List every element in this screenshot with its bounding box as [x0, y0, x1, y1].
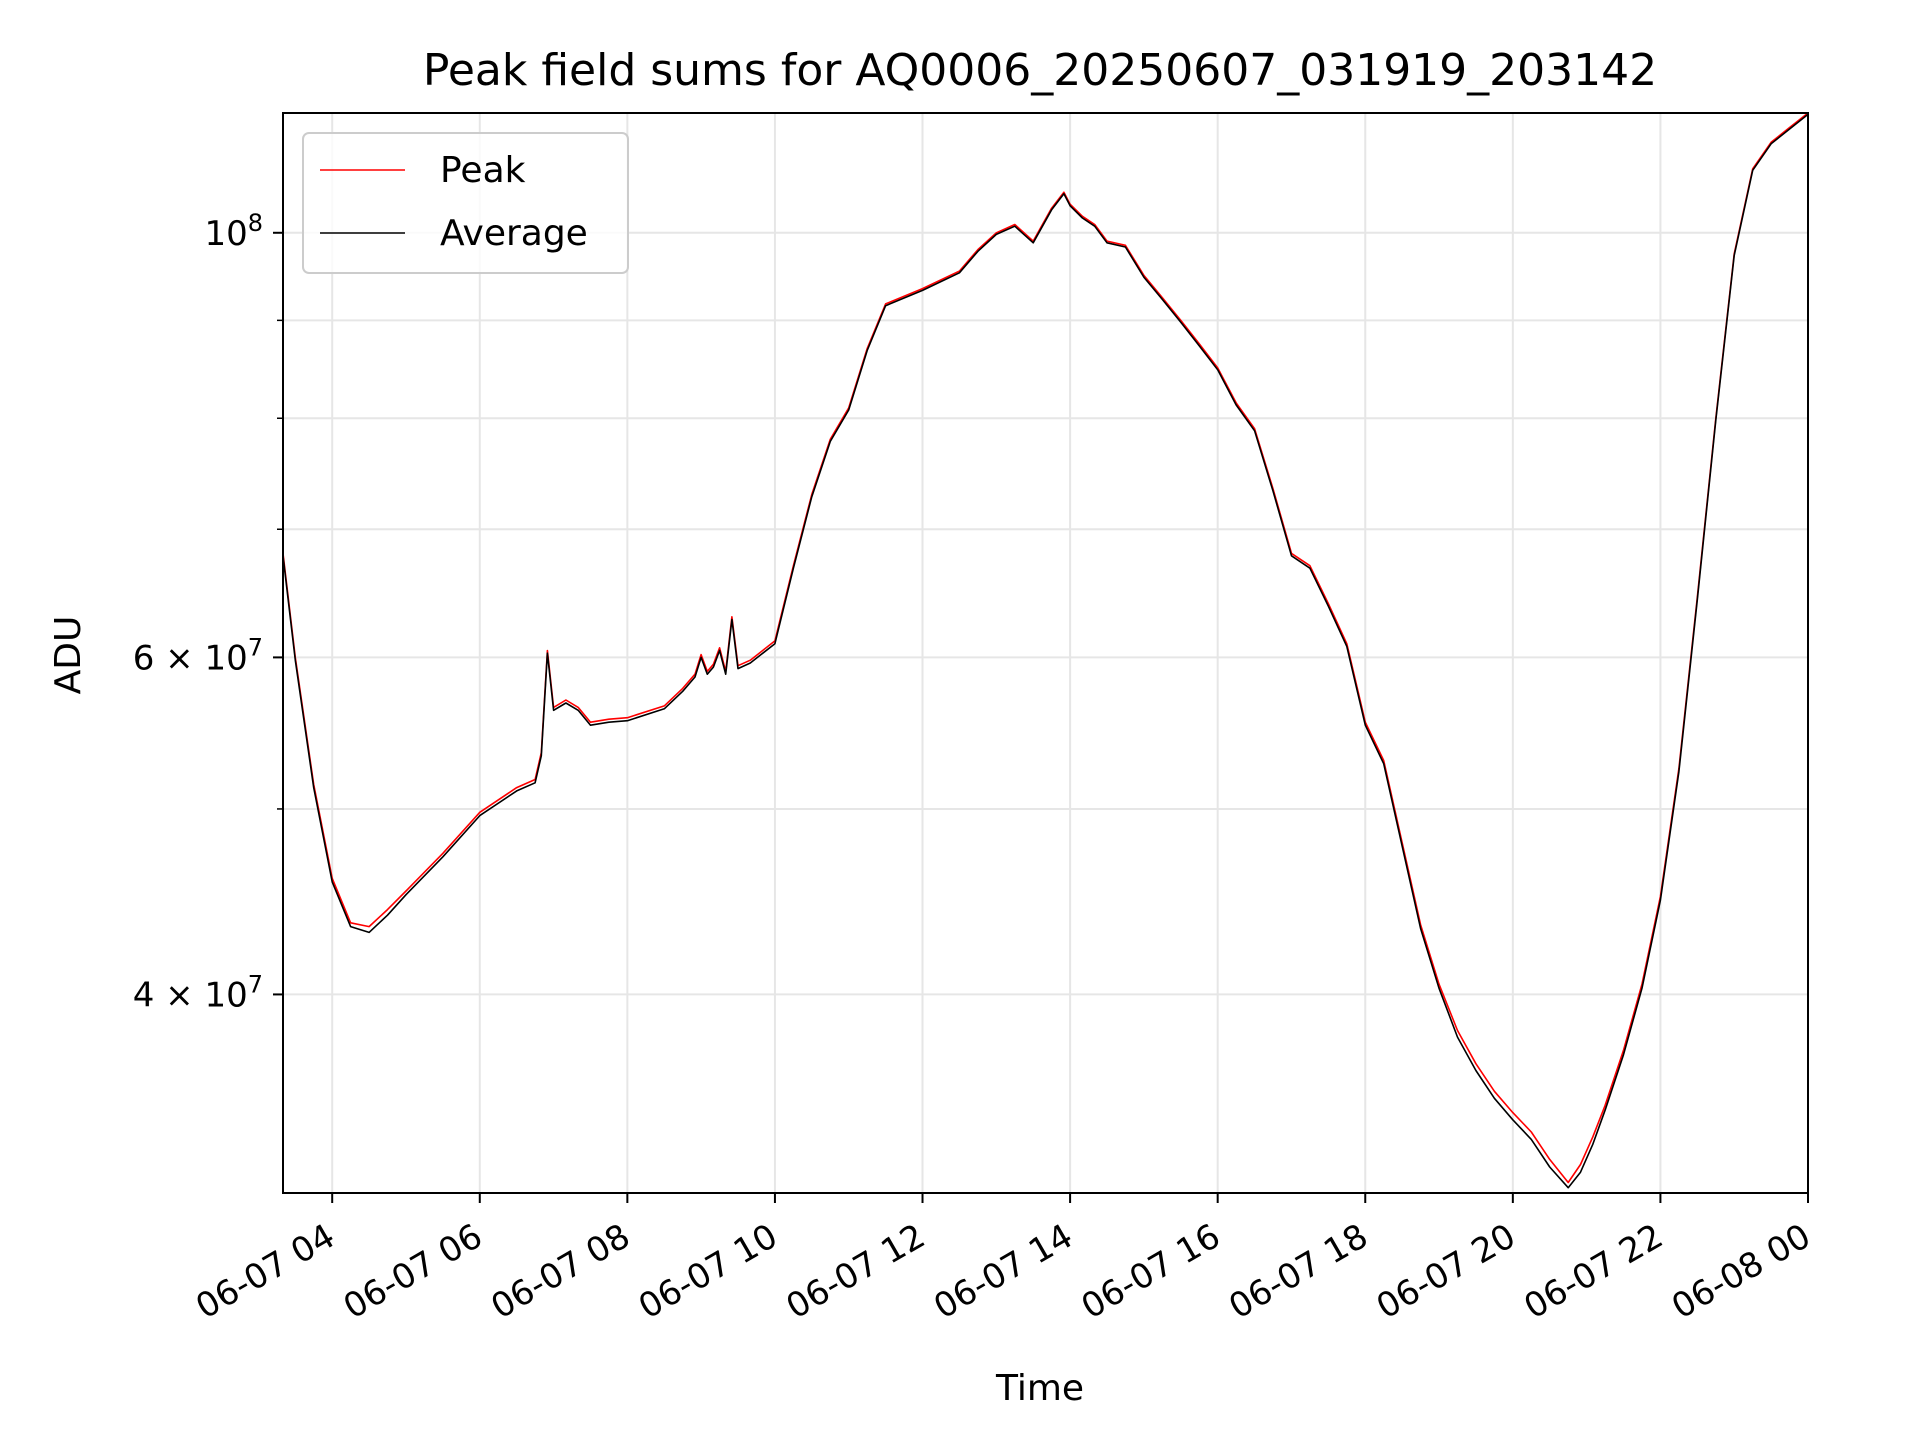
x-tick-label: 06-07 12	[780, 1216, 932, 1327]
x-tick-label: 06-07 22	[1518, 1216, 1670, 1327]
y-tick-label: 108	[204, 209, 263, 254]
legend-label-peak: Peak	[440, 150, 526, 191]
y-axis-label: ADU	[48, 616, 89, 695]
series-lines	[283, 113, 1808, 1189]
legend-label-average: Average	[440, 213, 588, 254]
grid	[283, 113, 1809, 1193]
x-tick-label: 06-07 10	[632, 1216, 784, 1327]
x-axis-label: Time	[995, 1368, 1084, 1409]
legend-box	[302, 132, 629, 274]
x-tick-label: 06-07 20	[1370, 1216, 1522, 1327]
series-line-average	[283, 113, 1808, 1189]
x-tick-label: 06-07 06	[337, 1216, 489, 1327]
x-tick-label: 06-07 16	[1075, 1216, 1227, 1327]
x-tick-label: 06-07 04	[189, 1216, 341, 1327]
plot-frame	[282, 112, 1809, 1194]
x-tick-label: 06-07 08	[484, 1216, 636, 1327]
y-tick-label: 4 × 107	[133, 970, 263, 1015]
chart-title: Peak field sums for AQ0006_20250607_0319…	[423, 45, 1657, 96]
series-line-peak	[283, 113, 1808, 1184]
y-tick-label: 6 × 107	[133, 633, 263, 678]
x-tick-label: 06-08 00	[1665, 1216, 1817, 1327]
x-tick-label: 06-07 18	[1222, 1216, 1374, 1327]
x-tick-label: 06-07 14	[927, 1216, 1079, 1327]
y-ticks: 4 × 107 6 × 107 108	[133, 209, 283, 1015]
legend: Peak Average	[302, 132, 629, 274]
